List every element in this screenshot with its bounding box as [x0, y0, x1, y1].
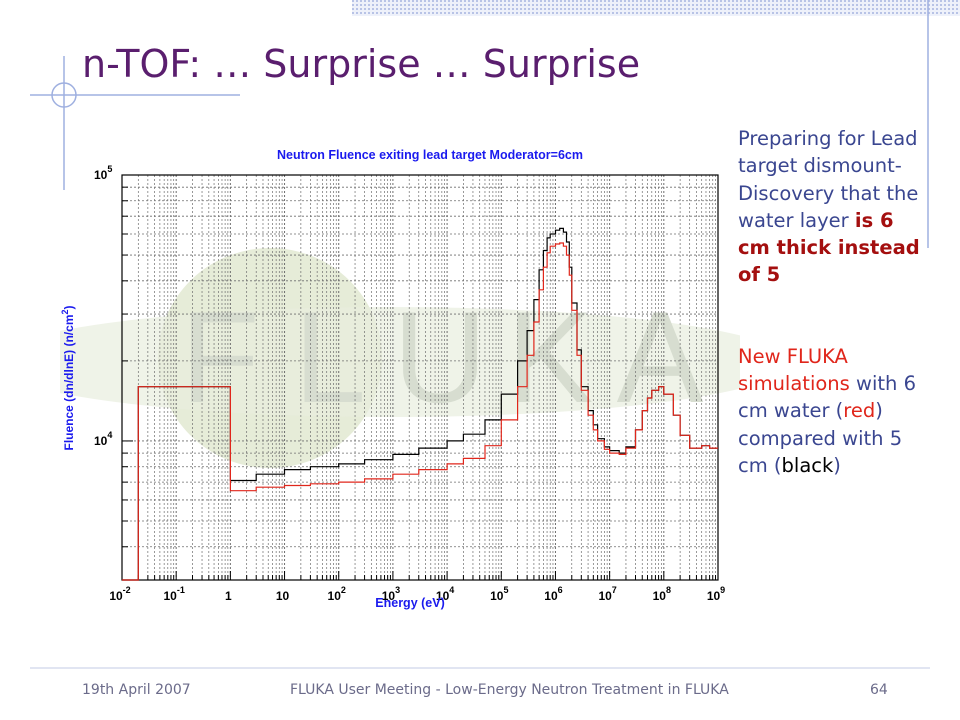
chart-series	[122, 227, 718, 581]
note-water-layer-highlight: is 6 cm thick instead of 5	[738, 208, 920, 287]
y-tick-labels: 104 105	[94, 164, 112, 448]
chart-frame	[121, 174, 719, 581]
x-tick-label: 10-1	[163, 585, 184, 603]
slide-title: n-TOF: … Surprise … Surprise	[82, 42, 641, 86]
note-water-layer: Preparing for Lead target dismount- Disc…	[738, 125, 928, 289]
x-tick-labels: 10-2 10-1 1 10 102 103 104 105 106 107 108 109	[109, 585, 725, 603]
deco-circle	[51, 82, 77, 108]
chart-title: Neutron Fluence exiting lead target Mode…	[277, 148, 583, 162]
side-notes: Preparing for Lead target dismount- Disc…	[738, 125, 928, 479]
watermark-letter: A	[617, 284, 704, 430]
x-tick-label: 102	[328, 585, 346, 603]
x-tick-label: 1	[225, 589, 232, 603]
fluence-chart: FLUKA 10-210-111010210310410510610710810…	[60, 148, 740, 610]
x-tick-label: 107	[598, 585, 616, 603]
note-new-simulations: New FLUKA simulations with 6 cm water (r…	[738, 343, 928, 479]
plot-frame	[121, 174, 719, 581]
x-tick-label: 108	[653, 585, 671, 603]
footer-meeting-title: FLUKA User Meeting - Low-Energy Neutron …	[290, 682, 729, 698]
y-tick-label: 105	[94, 164, 112, 182]
x-axis-label: Energy (eV)	[375, 596, 444, 610]
note-sim-label: New FLUKA simulations	[738, 344, 850, 396]
note-sim-text-1: with 6 cm water (	[738, 372, 916, 423]
header-dot-band	[352, 0, 960, 16]
y-axis-label: Fluence (dn/dlnE) (n/cm2)	[60, 305, 76, 450]
x-tick-label: 105	[490, 585, 508, 603]
x-tick-label: 10-2	[109, 585, 130, 603]
note-red-word: red	[843, 399, 876, 423]
note-water-layer-text: Preparing for Lead target dismount- Disc…	[738, 127, 919, 232]
note-sim-text-2: ) compared with 5 cm (	[738, 399, 903, 477]
x-tick-label: 109	[707, 585, 725, 603]
footer-page-number: 64	[870, 682, 888, 698]
footer-date: 19th April 2007	[82, 682, 191, 698]
x-tick-label: 103	[382, 585, 400, 603]
y-tick-label: 104	[94, 430, 112, 448]
x-tick-label: 106	[544, 585, 562, 603]
note-sim-text-3: )	[833, 453, 841, 477]
chart-grid	[121, 175, 718, 581]
note-black-word: black	[781, 453, 834, 477]
series-line-red	[122, 242, 718, 581]
x-tick-label: 104	[436, 585, 454, 603]
watermark-letter: U	[393, 284, 487, 430]
x-tick-label: 10	[276, 589, 290, 603]
